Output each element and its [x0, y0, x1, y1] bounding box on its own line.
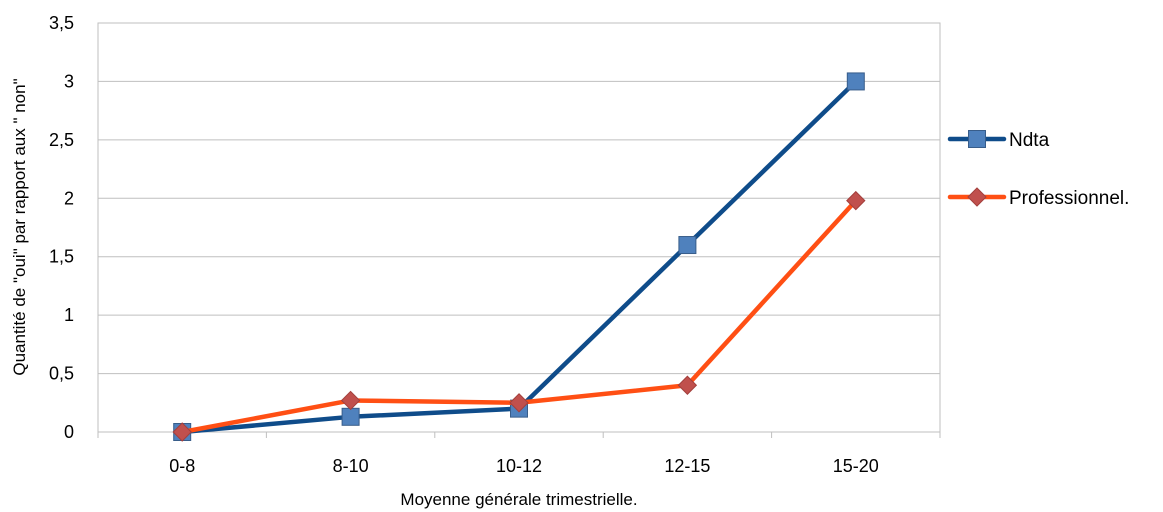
- y-axis-ticks: 0 0,5 1 1,5 2 2,5 3 3,5: [49, 13, 74, 442]
- x-axis-ticks: 0-8 8-10 10-12 12-15 15-20: [97, 432, 941, 476]
- y-tick-label: 2,5: [49, 130, 74, 150]
- x-tick-label: 8-10: [333, 456, 369, 476]
- series-group: [172, 72, 866, 442]
- series-2: [172, 190, 866, 442]
- legend-label: Ndta: [1009, 130, 1050, 151]
- plot-area-border: [97, 22, 941, 433]
- legend: Ndta Professionnel.: [947, 130, 1129, 209]
- y-tick-label: 3: [64, 71, 74, 91]
- diamond-marker: [846, 190, 866, 211]
- y-tick-label: 1: [64, 305, 74, 325]
- y-tick-label: 0: [64, 422, 74, 442]
- legend-label: Professionnel.: [1009, 188, 1129, 209]
- y-axis-title: Quantité de "oui" par rapport aux " non": [10, 78, 29, 375]
- legend-item: Ndta: [947, 130, 1050, 151]
- y-tick-label: 0,5: [49, 364, 74, 384]
- x-tick-label: 0-8: [169, 456, 195, 476]
- gridlines: [98, 80, 940, 375]
- square-marker: [341, 407, 360, 426]
- diamond-marker: [967, 187, 987, 207]
- diamond-marker: [340, 390, 361, 411]
- x-tick-label: 15-20: [833, 456, 879, 476]
- square-marker: [846, 72, 865, 91]
- square-marker: [678, 236, 697, 255]
- x-tick-label: 12-15: [664, 456, 710, 476]
- diamond-marker: [172, 422, 192, 442]
- x-axis-title: Moyenne générale trimestrielle.: [400, 490, 637, 509]
- y-tick-label: 1,5: [49, 247, 74, 267]
- diamond-marker: [509, 393, 529, 413]
- diamond-marker: [677, 375, 698, 395]
- y-tick-label: 3,5: [49, 13, 74, 33]
- x-tick-label: 10-12: [496, 456, 542, 476]
- y-tick-label: 2: [64, 188, 74, 208]
- legend-item: Professionnel.: [947, 187, 1129, 209]
- square-marker: [968, 130, 986, 148]
